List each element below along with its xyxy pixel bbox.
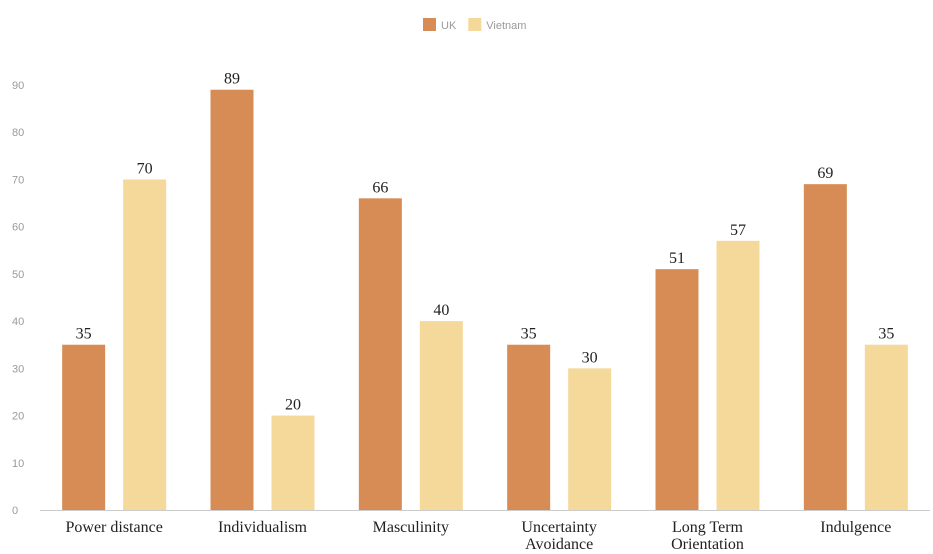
- data-label: 51: [669, 250, 685, 267]
- bar-uk: [507, 344, 551, 510]
- y-axis: 0 10 20 30 40 50 60 70 80 90: [12, 80, 24, 517]
- bar-group: 35 30: [507, 326, 612, 510]
- bar-group: 69 35: [803, 165, 908, 510]
- data-label: 89: [224, 71, 240, 88]
- bars: 35 70 89 20 66 40 35 30 51 57 69 35: [62, 71, 908, 511]
- y-tick-label: 20: [12, 411, 24, 423]
- data-label: 30: [582, 349, 598, 366]
- y-tick-label: 10: [12, 458, 24, 470]
- legend-label-vietnam: Vietnam: [486, 20, 526, 32]
- y-tick-label: 30: [12, 363, 24, 375]
- bar-group: 66 40: [358, 179, 463, 511]
- legend-swatch-vietnam: [468, 18, 482, 31]
- data-label: 35: [878, 326, 894, 343]
- bar-vietnam: [419, 321, 463, 510]
- data-label: 69: [817, 165, 833, 182]
- data-label: 70: [137, 160, 153, 177]
- y-tick-label: 50: [12, 269, 24, 281]
- bar-group: 51 57: [655, 222, 760, 511]
- chart-legend: UK Vietnam: [423, 18, 526, 32]
- bar-uk: [803, 184, 847, 510]
- bar-vietnam: [864, 344, 908, 510]
- y-tick-label: 80: [12, 127, 24, 139]
- bar-vietnam: [716, 240, 760, 511]
- data-label: 35: [521, 326, 537, 343]
- x-tick-label: Power distance: [66, 519, 163, 536]
- bar-vietnam: [568, 368, 612, 510]
- bar-uk: [210, 89, 254, 510]
- bar-vietnam: [123, 179, 167, 510]
- bar-uk: [62, 344, 106, 510]
- data-label: 35: [76, 326, 92, 343]
- bar-uk: [655, 269, 699, 510]
- bar-uk: [358, 198, 402, 511]
- x-tick-label: Long Term Orientation: [671, 519, 744, 553]
- y-tick-label: 70: [12, 174, 24, 186]
- bar-group: 35 70: [62, 160, 167, 510]
- bar-group: 89 20: [210, 71, 315, 510]
- legend-swatch-uk: [423, 18, 436, 31]
- x-axis: Power distance Individualism Masculinity Un…: [40, 510, 930, 553]
- x-tick-label: Individualism: [218, 519, 307, 536]
- x-tick-label: Indulgence: [820, 519, 891, 536]
- legend-label-uk: UK: [441, 20, 457, 32]
- y-tick-label: 60: [12, 222, 24, 234]
- x-tick-label: Masculinity: [373, 519, 449, 536]
- data-label: 66: [372, 179, 388, 196]
- y-tick-label: 0: [12, 505, 18, 517]
- data-label: 20: [285, 397, 301, 414]
- data-label: 40: [433, 302, 449, 319]
- y-tick-label: 40: [12, 316, 24, 328]
- bar-vietnam: [271, 415, 315, 510]
- data-label: 57: [730, 222, 746, 239]
- x-tick-label: Uncertainty Avoidance: [521, 519, 597, 553]
- y-tick-label: 90: [12, 80, 24, 92]
